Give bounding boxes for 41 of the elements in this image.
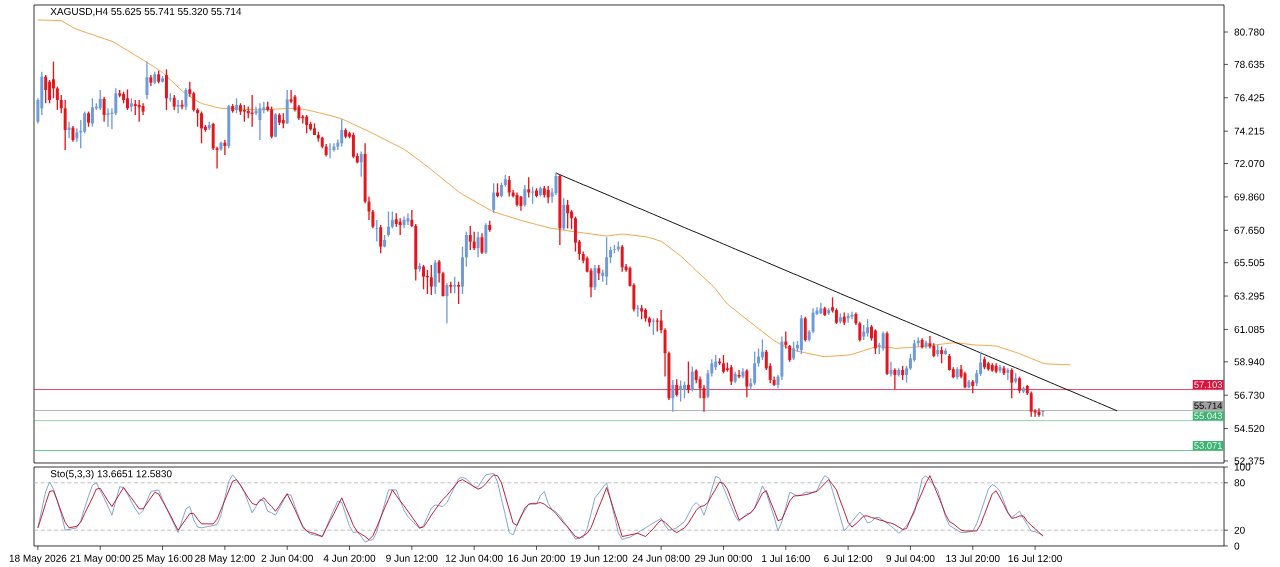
x-tick-label: 12 Jun 04:00 [446,554,503,562]
x-tick-label: 9 Jul 04:00 [886,554,935,563]
ref-line-label: 57.103 [1194,381,1222,388]
x-tick-label: 29 Jun 00:00 [695,554,752,562]
y-tick-label: 74.215 [1234,127,1265,135]
ref-line-label: 55.714 [1194,402,1223,409]
y-tick-label: 58.940 [1234,358,1265,366]
y-tick-label: 100 [1234,463,1251,471]
ref-line-label: 53.071 [1194,442,1222,449]
x-tick-label: 1 Jul 16:00 [762,554,810,563]
y-tick-label: 72.070 [1234,160,1265,168]
y-tick-label: 65.505 [1234,259,1265,267]
y-tick-label: 78.635 [1234,60,1265,68]
x-tick-label: 2 Jun 04:00 [261,554,313,562]
x-tick-label: 25 May 16:00 [132,554,193,564]
x-tick-label: 24 Jun 08:00 [632,554,690,562]
x-tick-label: 9 Jun 12:00 [386,554,438,562]
y-tick-label: 54.520 [1234,425,1265,433]
x-tick-label: 28 May 12:00 [195,554,255,564]
x-tick-label: 16 Jul 12:00 [1008,554,1062,563]
y-tick-label: 0 [1234,542,1240,550]
y-tick-label: 63.295 [1234,292,1265,300]
y-tick-label: 76.425 [1234,94,1265,102]
y-tick-label: 80 [1234,479,1245,487]
y-tick-label: 20 [1234,526,1245,534]
y-tick-label: 80.780 [1234,28,1265,36]
x-tick-label: 16 Jun 20:00 [508,554,565,562]
y-tick-label: 52.375 [1234,457,1265,465]
chart-title: Sto(5,3,3) 13.6651 12.5830 [50,469,172,480]
x-tick-label: 21 May 00:00 [70,554,131,564]
y-tick-label: 56.730 [1234,391,1265,399]
x-tick-label: 13 Jul 20:00 [946,554,1000,563]
x-tick-label: 4 Jun 20:00 [323,554,376,562]
x-tick-label: 6 Jul 12:00 [824,554,873,563]
ref-line-label: 55.043 [1194,412,1222,420]
chart-title: XAGUSD,H4 55.625 55.741 55.320 55.714 [50,7,242,17]
x-tick-label: 19 Jun 12:00 [570,554,628,562]
y-tick-label: 69.860 [1234,193,1265,201]
y-tick-label: 67.650 [1234,226,1265,234]
y-tick-label: 61.085 [1234,325,1265,333]
x-tick-label: 18 May 2026 [9,554,67,564]
